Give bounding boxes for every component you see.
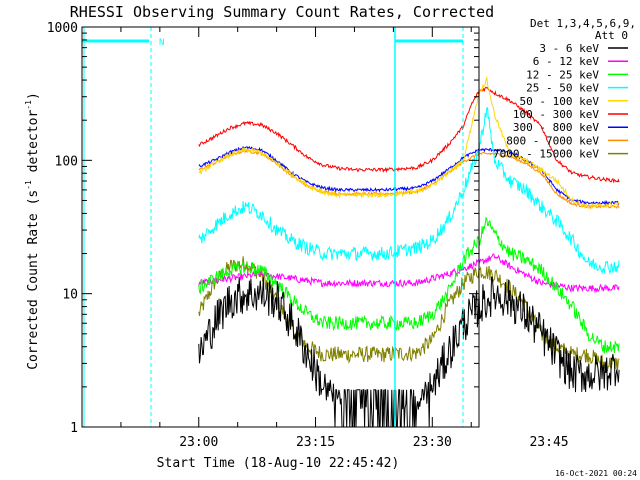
y-tick-label: 100 (55, 154, 78, 169)
legend-header-line2: Att 0 (595, 29, 628, 42)
y-tick-label: 1 (70, 421, 78, 436)
night-marker-label: N (159, 38, 164, 48)
legend-label: 100 - 300 keV (513, 108, 599, 121)
x-tick-label: 23:00 (179, 435, 218, 450)
x-tick-label: 23:15 (296, 435, 335, 450)
series-line-8 (198, 256, 620, 372)
legend-label: 300 - 800 keV (513, 121, 599, 134)
y-tick-label: 10 (62, 288, 78, 303)
plot-frame (81, 26, 480, 428)
legend-label: 50 - 100 keV (520, 95, 600, 108)
y-axis-label: Corrected Count Rate (s-1 detector-1) (24, 92, 41, 370)
legend-label: 25 - 50 keV (526, 82, 599, 95)
series-line-2 (198, 216, 620, 354)
x-axis-label: Start Time (18-Aug-10 22:45:42) (157, 456, 400, 471)
chart-title: RHESSI Observing Summary Count Rates, Co… (70, 3, 494, 21)
series-line-3 (198, 107, 620, 275)
legend-label: 800 - 7000 keV (506, 134, 599, 147)
legend-label: 3 - 6 keV (539, 42, 599, 55)
series-line-5 (198, 86, 620, 184)
x-tick-label: 23:45 (529, 435, 568, 450)
y-tick-label: 1000 (47, 21, 78, 36)
legend-label: 6 - 12 keV (533, 55, 600, 68)
x-tick-label: 23:30 (413, 435, 452, 450)
legend-header-line1: Det 1,3,4,5,6,9, (530, 17, 636, 30)
plot-area: N (82, 27, 620, 428)
series-line-6 (198, 145, 620, 206)
legend-label: 7000 - 15000 keV (493, 148, 599, 161)
legend-label: 12 - 25 keV (526, 68, 599, 81)
footer-timestamp: 16-Oct-2021 00:24 (555, 469, 637, 478)
series-line-4 (198, 75, 620, 210)
